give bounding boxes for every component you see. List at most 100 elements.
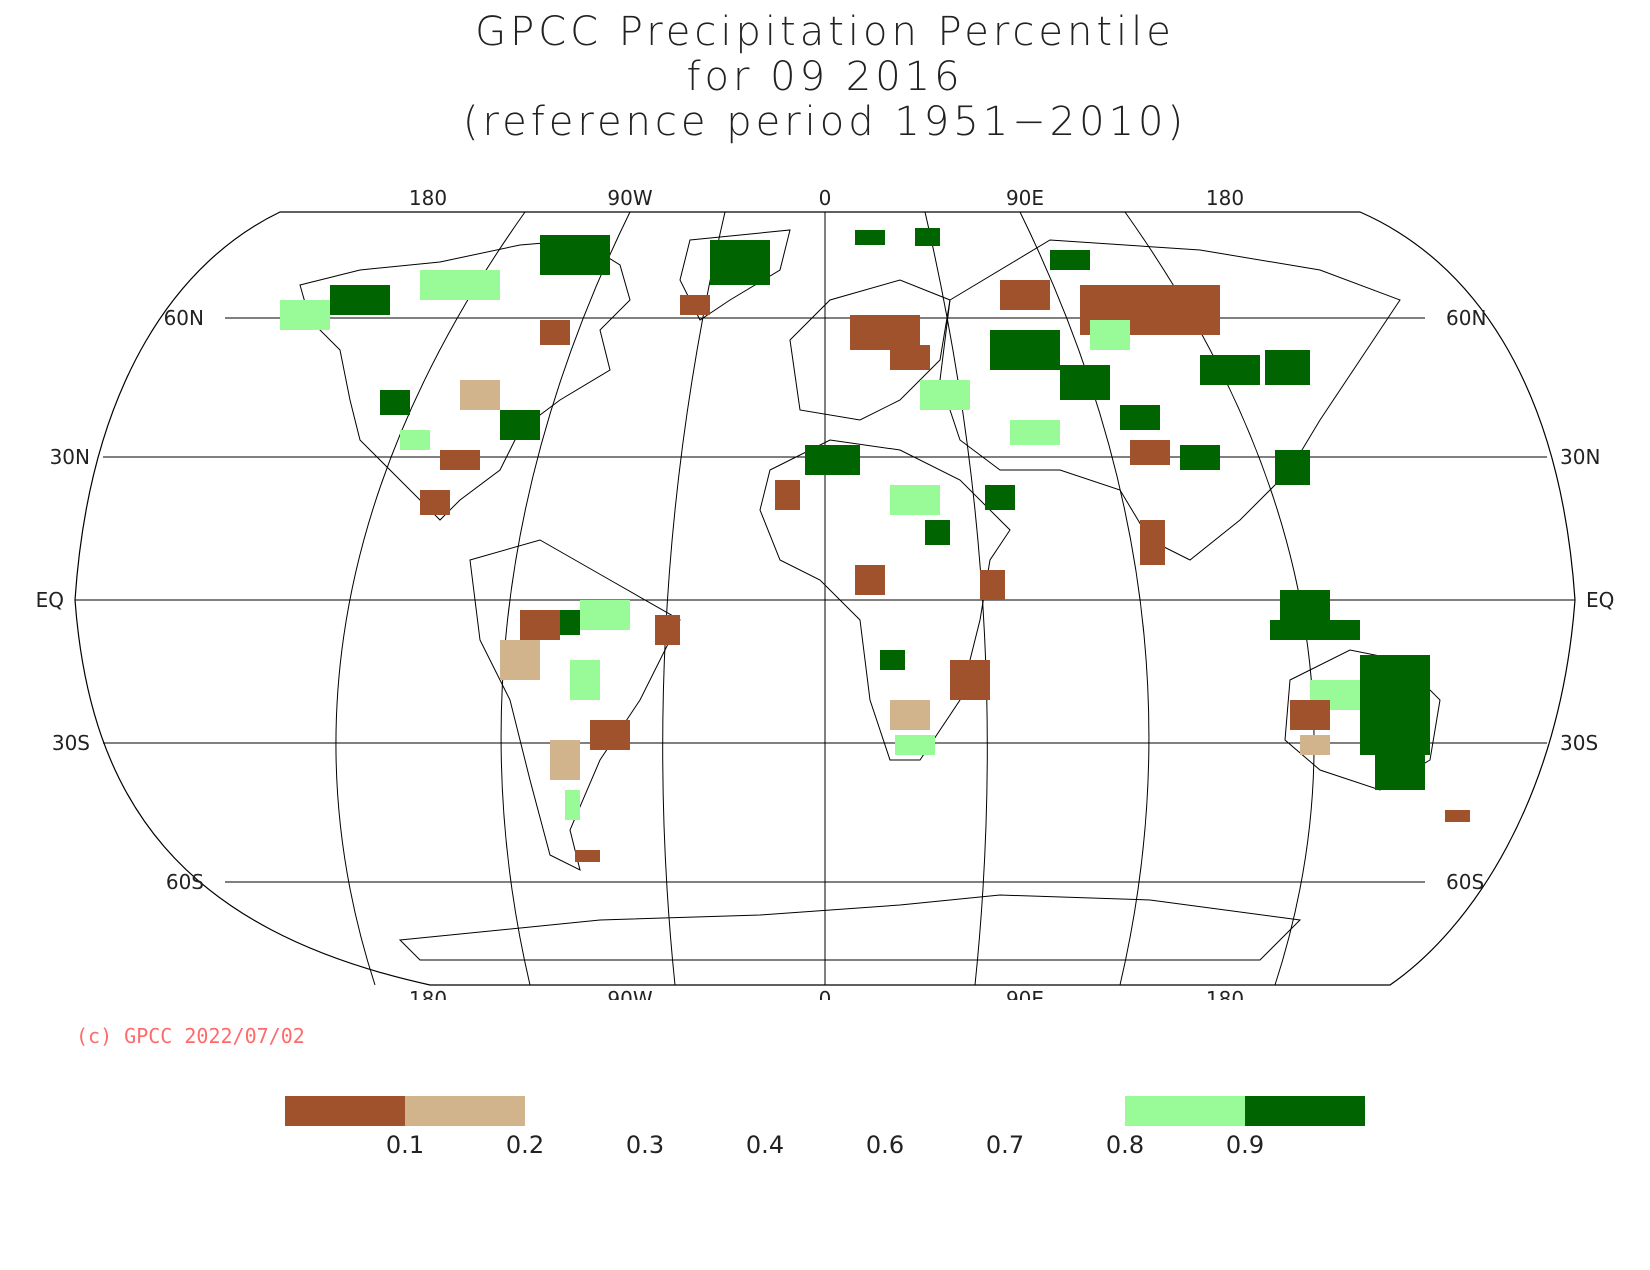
patch-above-0.9 — [1180, 445, 1220, 470]
patch-above-0.9 — [560, 610, 580, 635]
patch-above-0.9 — [985, 485, 1015, 510]
map-title-line-2: for 09 2016 — [686, 54, 964, 100]
patch-0.8-0.9 — [890, 485, 940, 515]
patch-above-0.9 — [1360, 655, 1430, 755]
percentile-patches — [280, 228, 1470, 862]
patch-above-0.9 — [1060, 365, 1110, 400]
lat-label-right-60s: 60S — [1446, 870, 1484, 894]
patch-above-0.9 — [855, 230, 885, 245]
lat-label-left-30n: 30N — [50, 445, 90, 469]
patch-below-0.1 — [590, 720, 630, 750]
patch-below-0.1 — [680, 295, 710, 315]
lon-label-top-180w: 180 — [409, 186, 447, 210]
legend-tick-label: 0.3 — [625, 1131, 665, 1159]
latitude-labels-right: 60N 30N EQ 30S 60S — [1446, 306, 1614, 894]
patch-below-0.1 — [420, 490, 450, 515]
legend-tick-label: 0.7 — [985, 1131, 1025, 1159]
patch-below-0.1 — [440, 450, 480, 470]
patch-below-0.1 — [1130, 440, 1170, 465]
lon-label-bottom-180w: 180 — [409, 987, 447, 1000]
patch-0.1-0.2 — [460, 380, 500, 410]
patch-0.8-0.9 — [895, 735, 935, 755]
patch-above-0.9 — [1120, 405, 1160, 430]
patch-above-0.9 — [1275, 450, 1310, 485]
patch-below-0.1 — [950, 660, 990, 700]
patch-0.8-0.9 — [420, 270, 500, 300]
lat-label-left-eq: EQ — [36, 588, 64, 612]
lon-label-top-0: 0 — [819, 186, 832, 210]
lon-line-90w — [500, 211, 631, 986]
patch-below-0.1 — [1445, 810, 1470, 822]
map-title-line-1: GPCC Precipitation Percentile — [475, 9, 1175, 55]
patch-above-0.9 — [330, 285, 390, 315]
patch-below-0.1 — [775, 480, 800, 510]
patch-above-0.9 — [540, 235, 610, 275]
lon-label-bottom-90w: 90W — [607, 987, 652, 1000]
patch-above-0.9 — [925, 520, 950, 545]
world-map: 180 90W 0 90E 180 180 90W 0 90E 180 60N … — [36, 186, 1615, 1000]
lat-label-right-60n: 60N — [1446, 306, 1486, 330]
patch-above-0.9 — [1200, 355, 1260, 385]
legend-swatch-0.8-0.9 — [1125, 1096, 1245, 1126]
patch-0.1-0.2 — [890, 700, 930, 730]
patch-above-0.9 — [1270, 620, 1360, 640]
patch-below-0.1 — [1140, 520, 1165, 565]
patch-below-0.1 — [1000, 280, 1050, 310]
patch-below-0.1 — [520, 610, 560, 640]
patch-below-0.1 — [1290, 700, 1330, 730]
lon-label-top-90e: 90E — [1006, 186, 1044, 210]
legend-tick-label: 0.8 — [1105, 1131, 1145, 1159]
legend-tick-label: 0.2 — [505, 1131, 545, 1159]
patch-above-0.9 — [500, 410, 540, 440]
patch-above-0.9 — [880, 650, 905, 670]
lon-line-45w — [662, 211, 726, 986]
lon-line-90e — [1019, 211, 1150, 986]
patch-0.1-0.2 — [550, 740, 580, 780]
legend-swatch-above-0.9 — [1245, 1096, 1365, 1126]
patch-above-0.9 — [990, 330, 1060, 370]
lon-label-bottom-0: 0 — [819, 987, 832, 1000]
continent-south-america — [469, 539, 681, 871]
continent-australia — [1284, 649, 1441, 791]
patch-below-0.1 — [575, 850, 600, 862]
patch-above-0.9 — [380, 390, 410, 415]
continent-asia — [939, 239, 1401, 561]
legend-tick-label: 0.1 — [385, 1131, 425, 1159]
patch-below-0.1 — [655, 615, 680, 645]
patch-below-0.1 — [980, 570, 1005, 600]
lon-label-bottom-90e: 90E — [1006, 987, 1044, 1000]
patch-below-0.1 — [890, 345, 930, 370]
legend-tick-label: 0.4 — [745, 1131, 785, 1159]
patch-0.1-0.2 — [1300, 735, 1330, 755]
patch-0.8-0.9 — [280, 300, 330, 330]
patch-0.8-0.9 — [920, 380, 970, 410]
latitude-labels-left: 60N 30N EQ 30S 60S — [36, 306, 204, 894]
patch-0.8-0.9 — [1010, 420, 1060, 445]
lon-label-top-180e: 180 — [1206, 186, 1244, 210]
map-title-line-3: (reference period 1951−2010) — [462, 99, 1188, 145]
patch-below-0.1 — [540, 320, 570, 345]
patch-above-0.9 — [1280, 590, 1330, 620]
legend-swatch-below-0.1 — [285, 1096, 405, 1126]
lon-line-135w — [335, 211, 526, 986]
patch-above-0.9 — [1375, 750, 1425, 790]
copyright-note: (c) GPCC 2022/07/02 — [76, 1024, 305, 1048]
continent-antarctica — [398, 894, 1302, 961]
lat-label-right-30s: 30S — [1560, 731, 1598, 755]
lat-label-right-30n: 30N — [1560, 445, 1600, 469]
legend-tick-label: 0.9 — [1225, 1131, 1265, 1159]
continent-europe — [789, 279, 951, 421]
lat-label-right-eq: EQ — [1586, 588, 1614, 612]
patch-above-0.9 — [1265, 350, 1310, 385]
patch-0.8-0.9 — [400, 430, 430, 450]
continent-africa — [759, 439, 1011, 761]
patch-above-0.9 — [915, 228, 940, 246]
lon-label-bottom-180e: 180 — [1206, 987, 1244, 1000]
longitude-labels-bottom: 180 90W 0 90E 180 — [409, 987, 1244, 1000]
legend-swatch-0.1-0.2 — [405, 1096, 525, 1126]
patch-0.8-0.9 — [565, 790, 580, 820]
legend-tick-label: 0.6 — [865, 1131, 905, 1159]
patch-above-0.9 — [710, 240, 770, 285]
patch-0.1-0.2 — [500, 640, 540, 680]
patch-above-0.9 — [805, 445, 860, 475]
